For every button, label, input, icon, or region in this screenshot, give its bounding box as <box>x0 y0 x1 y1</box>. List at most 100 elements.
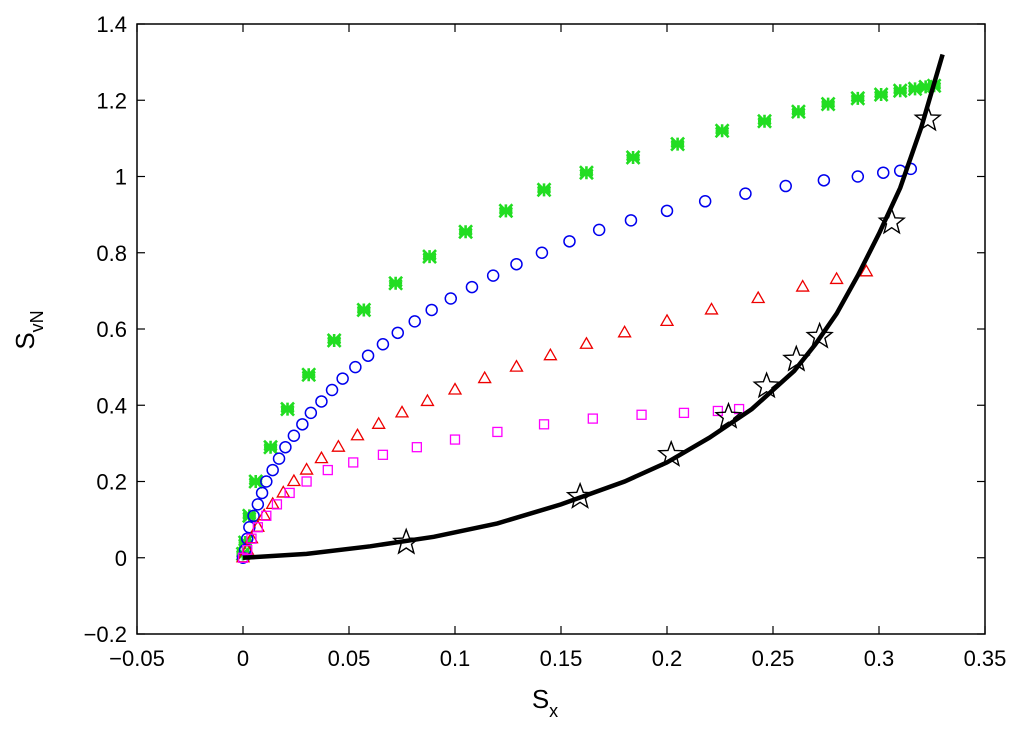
data-point-circle <box>336 372 349 385</box>
x-tick-label: 0.25 <box>752 646 795 671</box>
data-point-triangle <box>543 347 558 361</box>
data-point-asterisk <box>918 79 934 95</box>
series-star <box>392 104 942 555</box>
data-point-triangle <box>350 427 365 441</box>
data-point-circle <box>465 280 479 294</box>
data-point-triangle <box>795 279 810 292</box>
y-tick-label: 0 <box>115 546 127 571</box>
data-point-square <box>411 442 422 453</box>
data-point-star <box>657 439 686 467</box>
x-tick-label: 0.05 <box>328 646 371 671</box>
data-point-asterisk <box>714 123 730 139</box>
data-point-circle <box>287 429 301 442</box>
y-axis-title-sub: vN <box>27 310 47 332</box>
data-point-star <box>913 104 942 132</box>
data-point-asterisk <box>892 83 908 99</box>
data-point-asterisk <box>873 87 889 102</box>
data-point-asterisk <box>422 249 437 264</box>
data-point-triangle <box>477 370 492 384</box>
x-tick-label: 0 <box>237 646 249 671</box>
x-axis-title-main: S <box>532 684 549 714</box>
data-point-triangle <box>276 485 291 498</box>
data-point-square <box>348 457 359 468</box>
data-point-asterisk <box>263 439 278 455</box>
data-point-star <box>565 481 595 509</box>
data-point-circle <box>698 195 712 208</box>
data-point-asterisk <box>536 182 552 198</box>
data-point-square <box>712 405 724 417</box>
y-axis-title: SvN <box>10 310 47 349</box>
data-point-circle <box>296 418 309 431</box>
data-point-triangle <box>751 290 766 304</box>
data-point-asterisk <box>248 474 264 489</box>
data-point-triangle <box>659 313 675 327</box>
x-tick-label: 0.35 <box>964 646 1007 671</box>
x-axis-title-sub: x <box>549 701 558 721</box>
x-tick-label: −0.05 <box>109 646 165 671</box>
data-point-square <box>322 464 333 476</box>
x-tick-label: 0.2 <box>652 646 683 671</box>
data-point-circle <box>408 315 421 328</box>
data-point-asterisk <box>326 333 342 348</box>
y-tick-label: 1.2 <box>96 88 127 113</box>
data-point-circle <box>739 187 752 200</box>
data-point-square <box>271 499 283 510</box>
data-point-asterisk <box>356 302 372 318</box>
data-point-square <box>492 426 503 438</box>
data-point-circle <box>349 360 362 374</box>
data-point-asterisk <box>850 90 866 106</box>
data-point-circle <box>279 440 292 454</box>
data-point-asterisk <box>907 81 923 97</box>
data-point-circle <box>266 463 279 477</box>
data-point-circle <box>535 246 549 259</box>
y-tick-label: 0.4 <box>96 393 127 418</box>
data-point-triangle <box>704 302 719 315</box>
data-point-asterisk <box>498 203 514 219</box>
data-point-circle <box>592 223 606 237</box>
data-point-asterisk <box>280 401 295 417</box>
data-point-star <box>805 321 834 349</box>
y-tick-label: 0.2 <box>96 470 127 495</box>
data-point-asterisk <box>241 508 257 524</box>
x-tick-label: 0.3 <box>864 646 895 671</box>
data-point-circle <box>486 269 500 282</box>
data-point-square <box>246 533 257 544</box>
data-point-circle <box>444 292 458 305</box>
data-point-triangle <box>859 264 874 277</box>
data-point-circle <box>260 475 273 488</box>
data-point-square <box>538 419 550 430</box>
data-point-circle <box>510 257 523 271</box>
data-point-triangle <box>579 336 594 349</box>
data-point-triangle <box>371 416 386 429</box>
data-point-square <box>252 522 263 533</box>
data-point-circle <box>391 326 405 340</box>
data-point-asterisk <box>301 367 317 383</box>
data-point-circle <box>247 509 260 523</box>
data-point-circle <box>876 166 890 179</box>
data-point-star <box>714 401 743 429</box>
data-point-square <box>301 476 312 487</box>
data-point-square <box>636 409 647 420</box>
axis-ticks: −0.05 0 0.05 0.1 0.15 0.2 0.25 0.3 0.35 −0.2 0 0.2 0… <box>84 12 1007 671</box>
x-axis-title: Sx <box>532 684 558 721</box>
data-point-circle <box>304 406 318 420</box>
data-point-star <box>392 527 421 555</box>
data-point-triangle <box>447 382 463 395</box>
y-axis-title-main: S <box>10 332 40 349</box>
data-point-circle <box>563 235 576 248</box>
data-point-circle <box>315 395 328 408</box>
data-point-asterisk <box>820 96 836 112</box>
data-point-square <box>284 487 295 499</box>
data-point-asterisk <box>670 136 686 152</box>
data-point-triangle <box>331 439 346 452</box>
y-tick-label: 0.6 <box>96 317 127 342</box>
data-point-triangle <box>394 405 410 418</box>
x-tick-label: 0.1 <box>440 646 471 671</box>
data-point-circle <box>624 214 638 227</box>
data-point-asterisk <box>757 113 772 129</box>
data-point-triangle <box>286 473 302 487</box>
data-point-circle <box>376 338 390 351</box>
data-point-circle <box>851 170 865 183</box>
y-tick-label: 1.4 <box>96 12 127 37</box>
